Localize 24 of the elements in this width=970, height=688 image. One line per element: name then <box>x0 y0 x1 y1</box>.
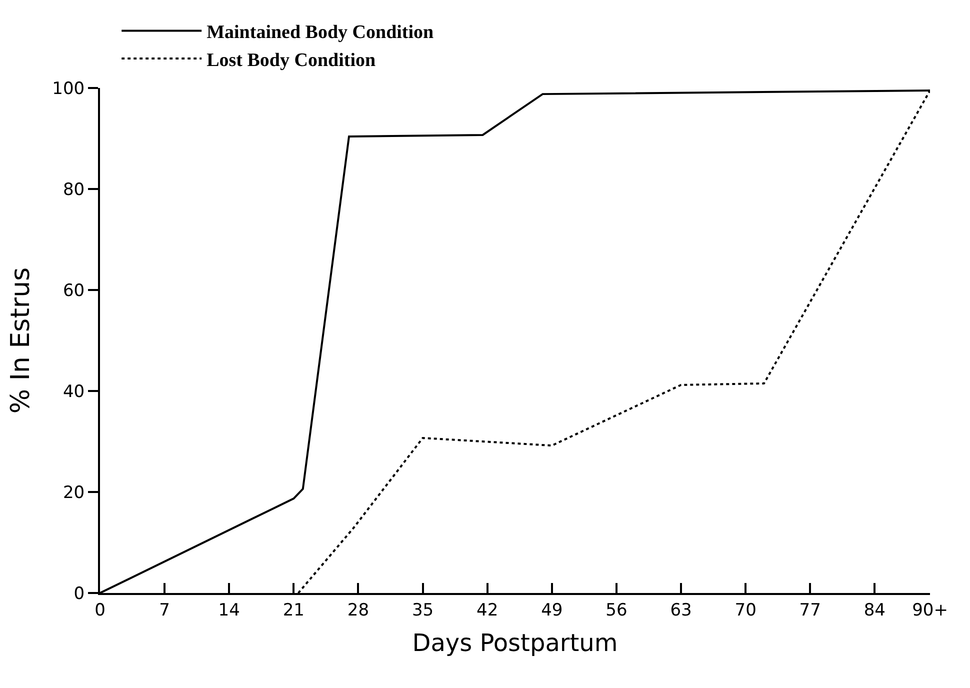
x-tick-label: 77 <box>799 600 821 620</box>
y-tick-label: 80 <box>62 180 85 200</box>
x-tick-label: 7 <box>159 600 170 620</box>
x-tick-label: 84 <box>864 600 886 620</box>
x-tick-label: 14 <box>218 600 240 620</box>
x-tick-label: 0 <box>94 600 106 620</box>
x-tick-label: 49 <box>541 600 563 620</box>
x-tick-label: 35 <box>412 600 434 620</box>
x-tick-label: 56 <box>606 600 628 620</box>
legend-label: Lost Body Condition <box>206 50 376 71</box>
y-axis-title: % In Estrus <box>6 267 36 414</box>
y-tick-label: 60 <box>62 280 85 301</box>
y-tick-label: 100 <box>52 78 85 99</box>
x-tick-label: 21 <box>282 600 304 620</box>
x-tick-label: 63 <box>670 600 692 620</box>
x-tick-label: 90+ <box>912 600 948 620</box>
y-tick-label: 0 <box>74 584 85 604</box>
y-tick-label: 20 <box>62 482 85 503</box>
legend-label: Maintained Body Condition <box>206 22 434 44</box>
x-tick-label: 28 <box>347 600 370 620</box>
x-tick-label: 42 <box>476 600 498 620</box>
x-axis-title: Days Postpartum <box>412 629 618 658</box>
x-tick-label: 70 <box>734 600 756 620</box>
y-tick-label: 40 <box>62 382 85 402</box>
